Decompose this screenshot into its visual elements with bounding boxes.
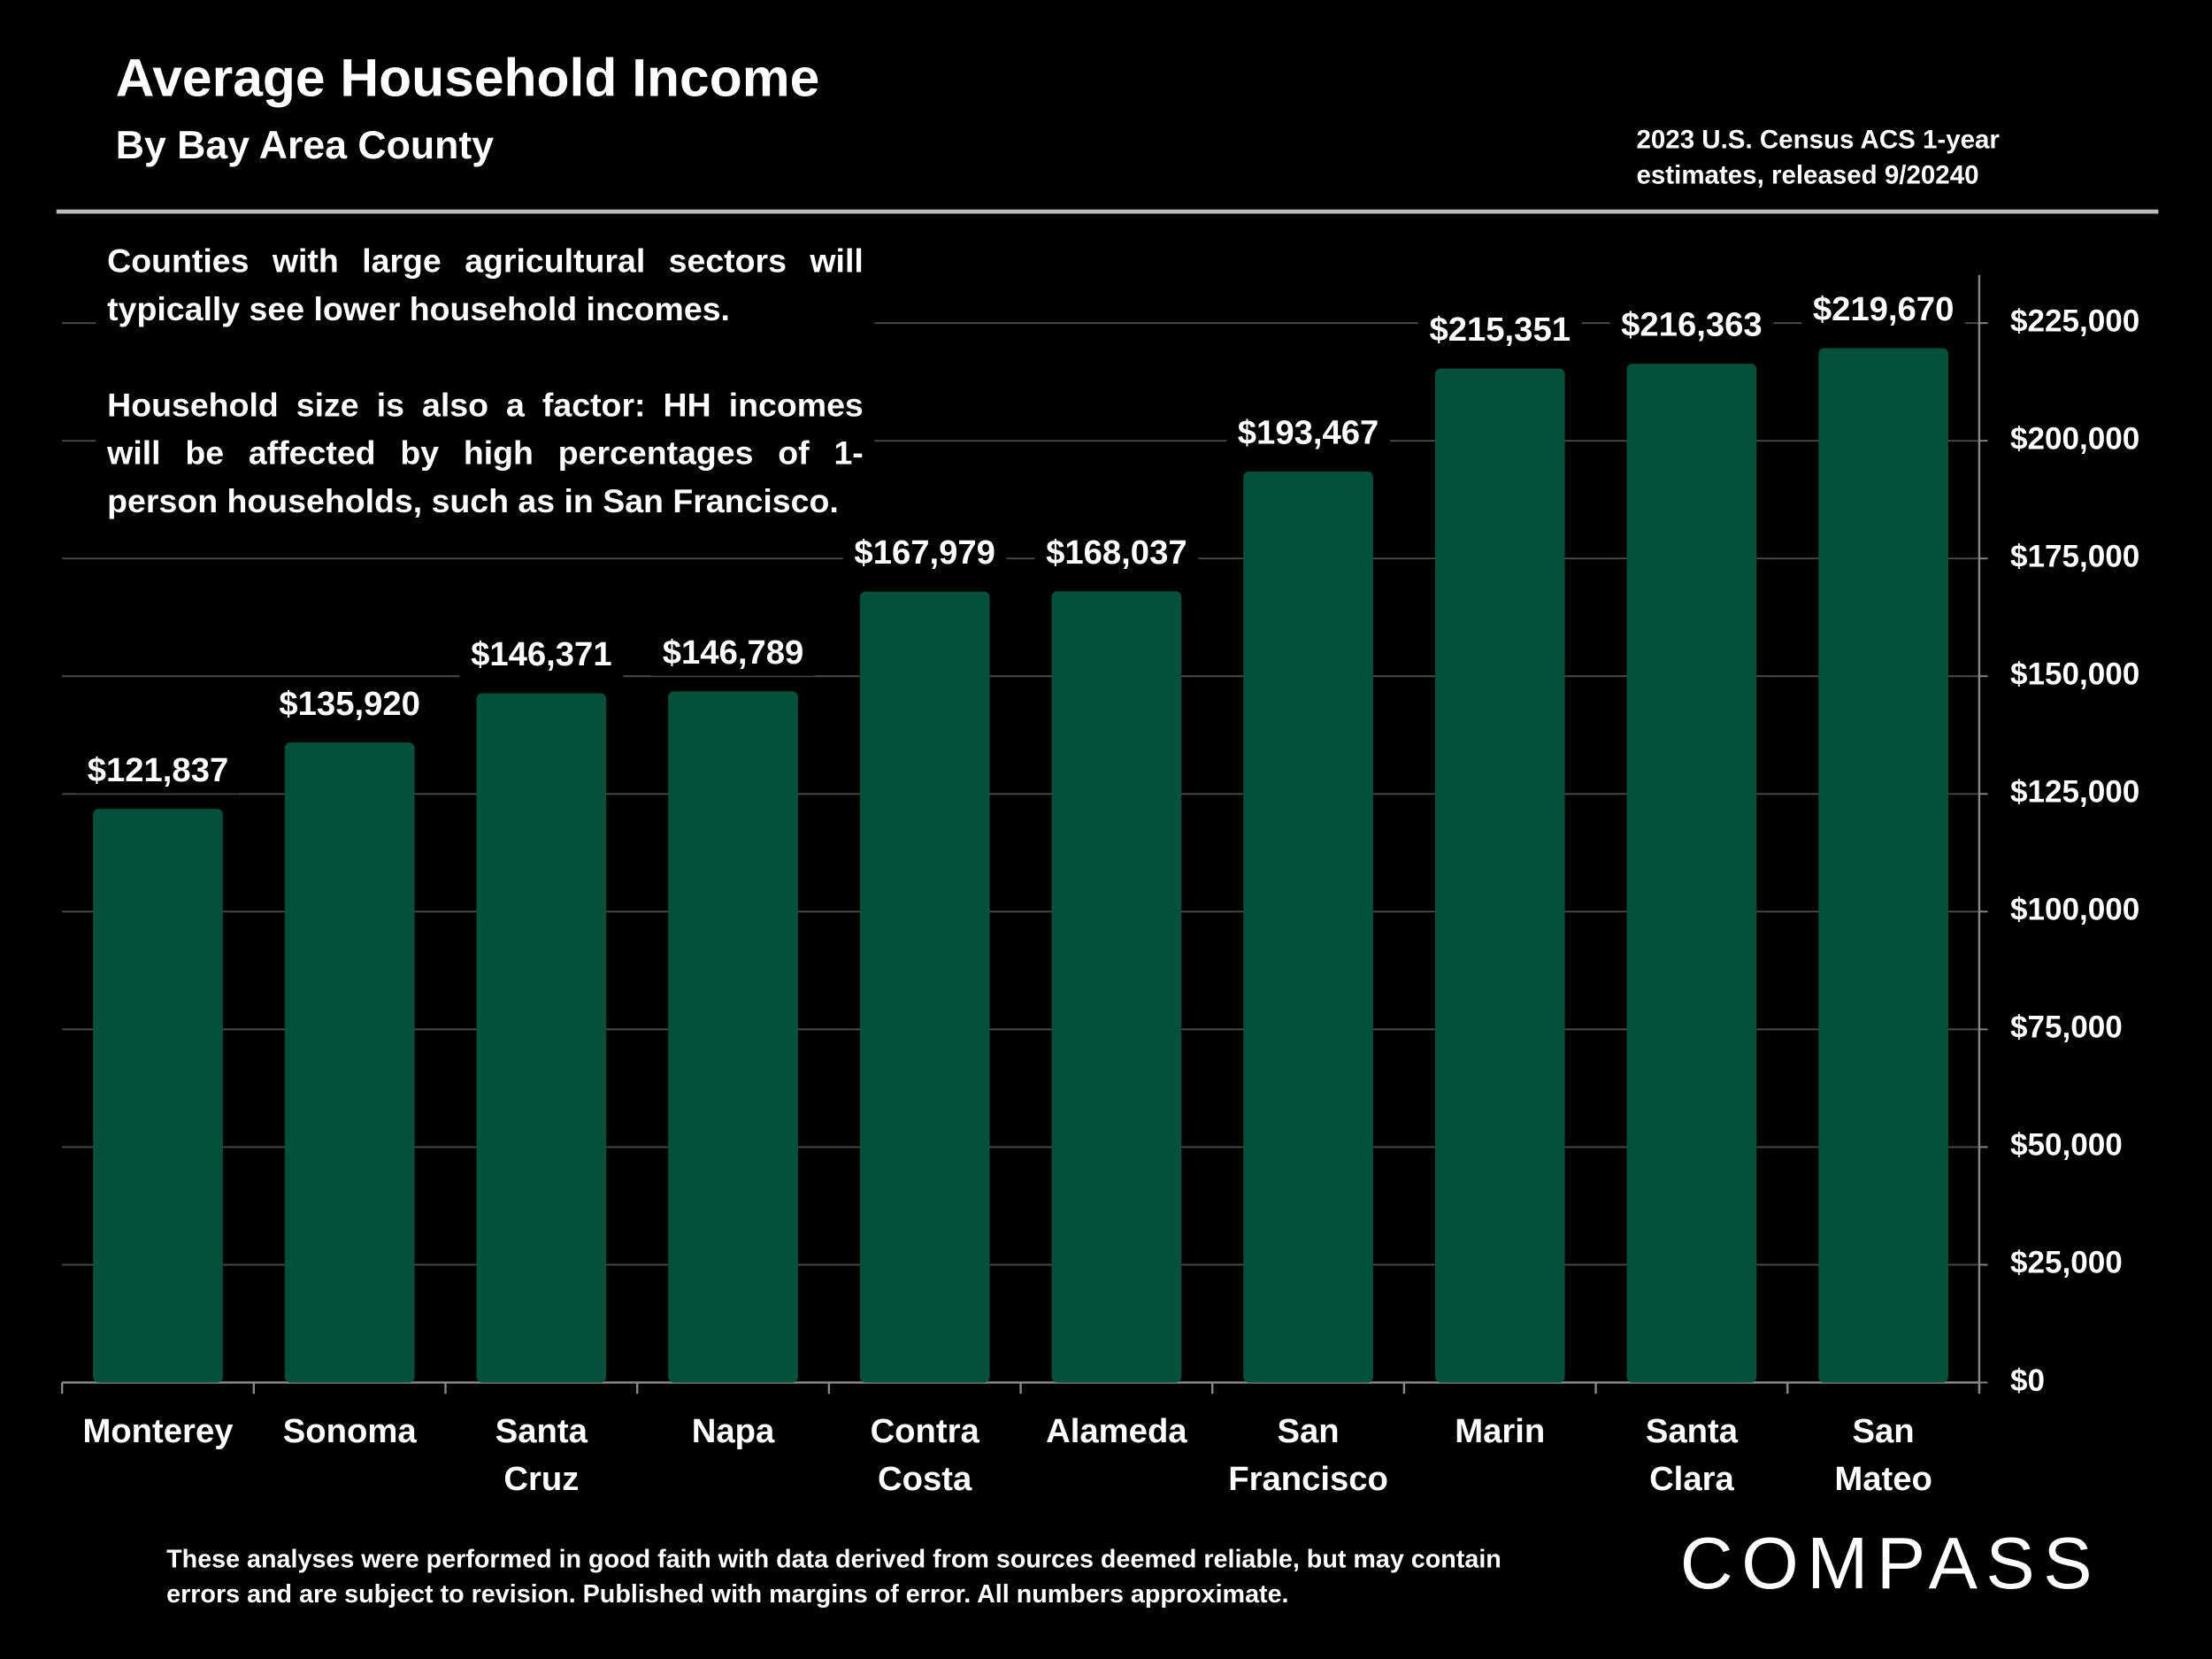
value-label-bg bbox=[459, 632, 624, 679]
value-label: $135,920 bbox=[279, 685, 420, 723]
value-label-bg bbox=[842, 531, 1007, 577]
x-tick-label-line: Costa bbox=[878, 1460, 972, 1498]
source-box: 2023 U.S. Census ACS 1-year estimates, r… bbox=[1636, 124, 2000, 189]
x-tick-label-line: Mateo bbox=[1834, 1460, 1932, 1498]
footnote: These analyses were performed in good fa… bbox=[166, 1544, 1502, 1609]
value-label: $167,979 bbox=[854, 534, 995, 572]
x-tick-label-line: Santa bbox=[1646, 1412, 1739, 1450]
x-tick-label: Contra Costa bbox=[871, 1412, 980, 1498]
value-label: $121,837 bbox=[88, 751, 229, 789]
x-tick-label: Monterey bbox=[82, 1412, 234, 1450]
value-label-bg bbox=[1801, 287, 1966, 333]
x-tick-label-line: San bbox=[1277, 1412, 1339, 1450]
bar bbox=[859, 591, 990, 1383]
x-tick-label: Alameda bbox=[1046, 1412, 1187, 1450]
y-tick-label: $150,000 bbox=[2010, 657, 2139, 692]
x-tick-label-line: Santa bbox=[495, 1412, 588, 1450]
value-label: $219,670 bbox=[1813, 290, 1955, 328]
value-label: $146,371 bbox=[471, 635, 612, 673]
bars bbox=[93, 348, 1948, 1383]
value-label: $215,351 bbox=[1429, 311, 1571, 349]
bar bbox=[93, 809, 223, 1383]
y-tick-label: $225,000 bbox=[2010, 303, 2139, 338]
annotation: Counties with large agricultural sectors… bbox=[96, 234, 875, 531]
annotation-paragraph: Counties with large agricultural sectors… bbox=[107, 242, 864, 327]
value-label-bg bbox=[1609, 303, 1774, 349]
x-tick-label: San Francisco bbox=[1228, 1412, 1388, 1498]
x-tick-label-line: Cruz bbox=[503, 1460, 579, 1498]
value-label-bg bbox=[267, 681, 432, 727]
bar bbox=[284, 742, 415, 1383]
source-note: 2023 U.S. Census ACS 1-year estimates, r… bbox=[1636, 124, 2000, 189]
bar bbox=[668, 691, 798, 1383]
value-label: $193,467 bbox=[1238, 414, 1379, 452]
x-tick-label-line: San bbox=[1853, 1412, 1915, 1450]
x-tick-label: Santa Cruz bbox=[495, 1412, 588, 1498]
x-tick-label: Marin bbox=[1455, 1412, 1545, 1450]
x-tick-label: Santa Clara bbox=[1646, 1412, 1739, 1498]
value-label: $146,789 bbox=[663, 634, 804, 672]
value-label-bg bbox=[1417, 307, 1582, 353]
annotation-paragraph: Household size is also a factor: HH inco… bbox=[107, 386, 864, 519]
x-tick-label: San Mateo bbox=[1834, 1412, 1932, 1498]
x-tick-label: Sonoma bbox=[283, 1412, 418, 1450]
annotation-box: Counties with large agricultural sectors… bbox=[96, 234, 875, 531]
y-tick-label: $25,000 bbox=[2010, 1246, 2123, 1280]
value-label-bg bbox=[1226, 411, 1391, 457]
bar bbox=[1434, 368, 1565, 1383]
y-tick-label: $125,000 bbox=[2010, 775, 2139, 810]
bar bbox=[476, 693, 607, 1383]
value-label-bg bbox=[76, 748, 240, 794]
y-tick-label: $100,000 bbox=[2010, 893, 2139, 927]
bar bbox=[1626, 364, 1757, 1383]
y-tick-label: $50,000 bbox=[2010, 1128, 2123, 1163]
x-tick-label-line: Contra bbox=[871, 1412, 980, 1450]
bar bbox=[1051, 591, 1182, 1383]
chart-title: Average Household Income bbox=[116, 47, 820, 107]
x-tick-label-line: Francisco bbox=[1228, 1460, 1388, 1498]
y-tick-label: $175,000 bbox=[2010, 539, 2139, 573]
logo: COMPASS bbox=[1680, 1522, 2101, 1604]
value-label-bg bbox=[651, 630, 815, 676]
value-label: $216,363 bbox=[1621, 306, 1763, 344]
y-tick-label: $200,000 bbox=[2010, 421, 2139, 456]
x-tick-label-line: Clara bbox=[1649, 1460, 1734, 1498]
value-label: $168,037 bbox=[1046, 534, 1187, 572]
bar bbox=[1243, 471, 1373, 1383]
y-tick-label: $0 bbox=[2010, 1363, 2045, 1398]
footnote-box: These analyses were performed in good fa… bbox=[166, 1544, 1502, 1609]
chart-subtitle: By Bay Area County bbox=[116, 124, 495, 167]
value-label-bg bbox=[1034, 530, 1199, 576]
bar bbox=[1818, 348, 1948, 1383]
labels: $0 $25,000 $50,000 $75,000 $100,000 $125,000 $… bbox=[76, 287, 2139, 1498]
x-tick-label: Napa bbox=[692, 1412, 775, 1450]
y-tick-label: $75,000 bbox=[2010, 1010, 2123, 1045]
